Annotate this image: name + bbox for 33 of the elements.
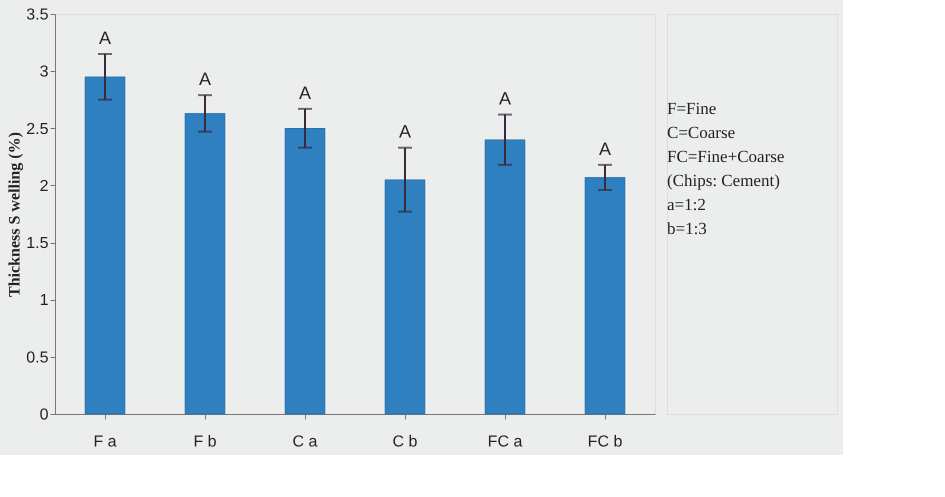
annotation: A (298, 82, 312, 103)
bar (84, 76, 126, 414)
bar (484, 139, 526, 414)
text: a=1:2 (667, 195, 706, 214)
text: b=1:3 (667, 219, 707, 238)
text: C=Coarse (667, 123, 736, 142)
x-tick-label: FC a (488, 434, 522, 450)
x-tick-label: FC b (588, 434, 622, 450)
x-tick-label: C a (292, 434, 318, 450)
annotation: A (398, 122, 412, 142)
annotation: A (598, 138, 612, 159)
y-tick-label: 3.5 (26, 6, 49, 24)
x-tick-label: F a (93, 434, 117, 450)
annotation: A (98, 28, 112, 48)
text: (Chips: Cement) (667, 171, 780, 190)
y-tick-label: 2 (40, 178, 49, 195)
bar (184, 113, 226, 414)
bar (384, 179, 426, 414)
bar (584, 177, 626, 414)
y-tick-label: 2.5 (26, 120, 49, 138)
annotation: A (198, 69, 212, 90)
text: FC=Fine+Coarse (667, 147, 784, 166)
bar (284, 128, 326, 414)
x-tick-label: C b (392, 434, 418, 450)
x-tick-label: F b (193, 434, 217, 450)
text: F=Fine (667, 99, 716, 118)
y-tick-label: 0 (40, 406, 49, 424)
y-axis-title: Thickness S welling (%) (6, 132, 24, 297)
y-tick-label: 1 (40, 292, 49, 310)
y-tick-label: 3 (40, 64, 49, 81)
y-tick-label: 0.5 (26, 349, 49, 366)
y-tick-label: 1.5 (26, 235, 49, 252)
annotation: A (498, 88, 512, 109)
